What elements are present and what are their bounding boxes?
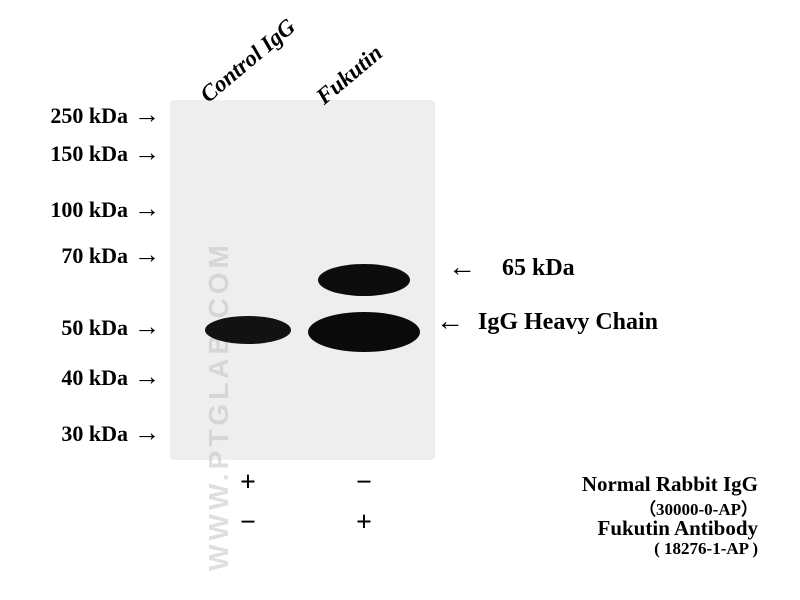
blot-band [205, 316, 291, 344]
blot-band [318, 264, 409, 296]
arrow-left-icon: ← [448, 252, 476, 284]
arrow-right-icon: → [134, 240, 160, 270]
mw-marker-label: 30 kDa [28, 421, 128, 447]
matrix-cell: + [324, 507, 404, 539]
antibody-name: Normal Rabbit IgG [582, 472, 758, 497]
arrow-right-icon: → [134, 312, 160, 342]
mw-marker-label: 50 kDa [28, 315, 128, 341]
western-blot-figure: WWW.PTGLAB.COMControl IgGFukutin250 kDa→… [0, 0, 800, 600]
mw-marker-label: 70 kDa [28, 243, 128, 269]
band-annotation: 65 kDa [502, 255, 575, 282]
mw-marker-label: 150 kDa [28, 141, 128, 167]
arrow-left-icon: ← [436, 306, 464, 338]
arrow-right-icon: → [134, 194, 160, 224]
mw-marker-label: 40 kDa [28, 365, 128, 391]
matrix-cell: − [208, 507, 288, 539]
arrow-right-icon: → [134, 100, 160, 130]
arrow-right-icon: → [134, 418, 160, 448]
matrix-cell: − [324, 467, 404, 499]
lane-label: Control IgG [195, 14, 300, 108]
matrix-cell: + [208, 467, 288, 499]
arrow-right-icon: → [134, 362, 160, 392]
mw-marker-label: 100 kDa [28, 197, 128, 223]
antibody-catalog: ( 18276-1-AP ) [654, 539, 758, 559]
blot-band [308, 312, 419, 352]
mw-marker-label: 250 kDa [28, 103, 128, 129]
band-annotation: IgG Heavy Chain [478, 309, 658, 336]
arrow-right-icon: → [134, 138, 160, 168]
antibody-name: Fukutin Antibody [598, 516, 759, 541]
